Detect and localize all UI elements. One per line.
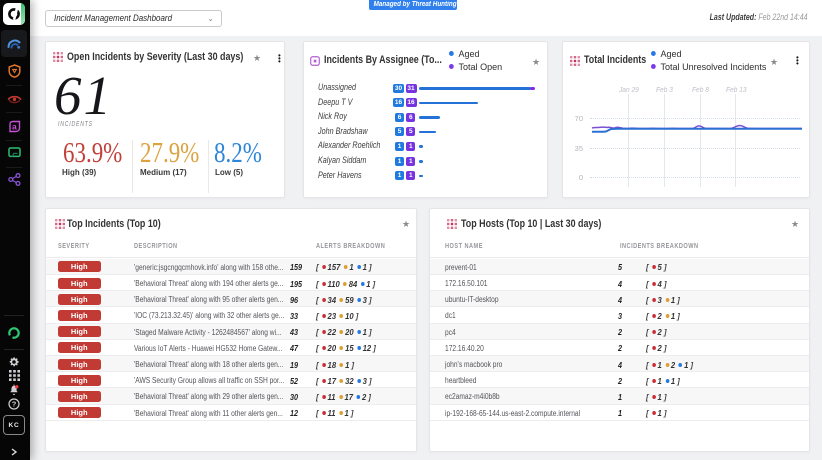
svg-text:?: ? [12,400,17,409]
svg-text:a: a [12,122,17,132]
